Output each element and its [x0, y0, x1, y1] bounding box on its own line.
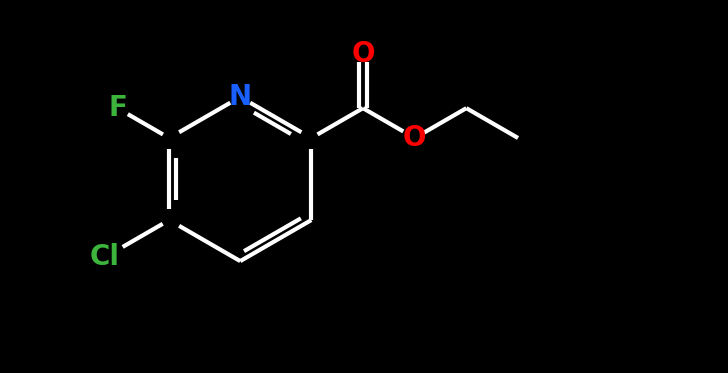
Text: N: N [229, 83, 252, 111]
Text: F: F [108, 94, 127, 122]
Text: Cl: Cl [90, 243, 119, 272]
Text: O: O [351, 40, 375, 68]
Text: O: O [403, 124, 427, 152]
